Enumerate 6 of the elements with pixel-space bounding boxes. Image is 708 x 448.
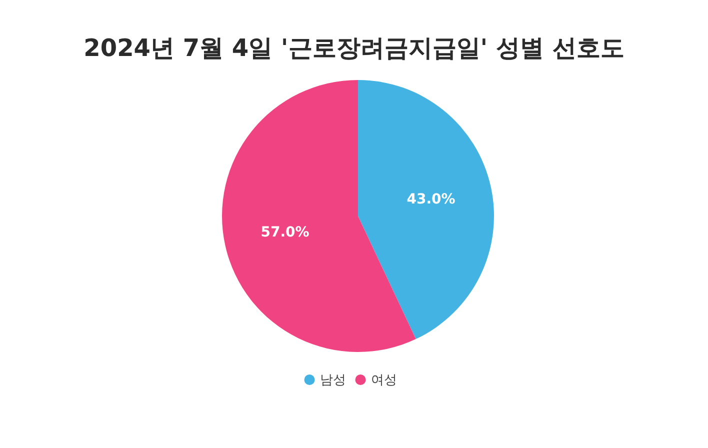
legend-label: 여성	[371, 372, 397, 388]
data-label: 57.0%	[260, 224, 310, 240]
legend-label: 남성	[320, 372, 346, 388]
pie-slice	[358, 80, 494, 340]
data-label: 43.0%	[406, 192, 456, 208]
chart-title: 2024년 7월 4일 '근로장려금지급일' 성별 선호도	[84, 34, 624, 62]
